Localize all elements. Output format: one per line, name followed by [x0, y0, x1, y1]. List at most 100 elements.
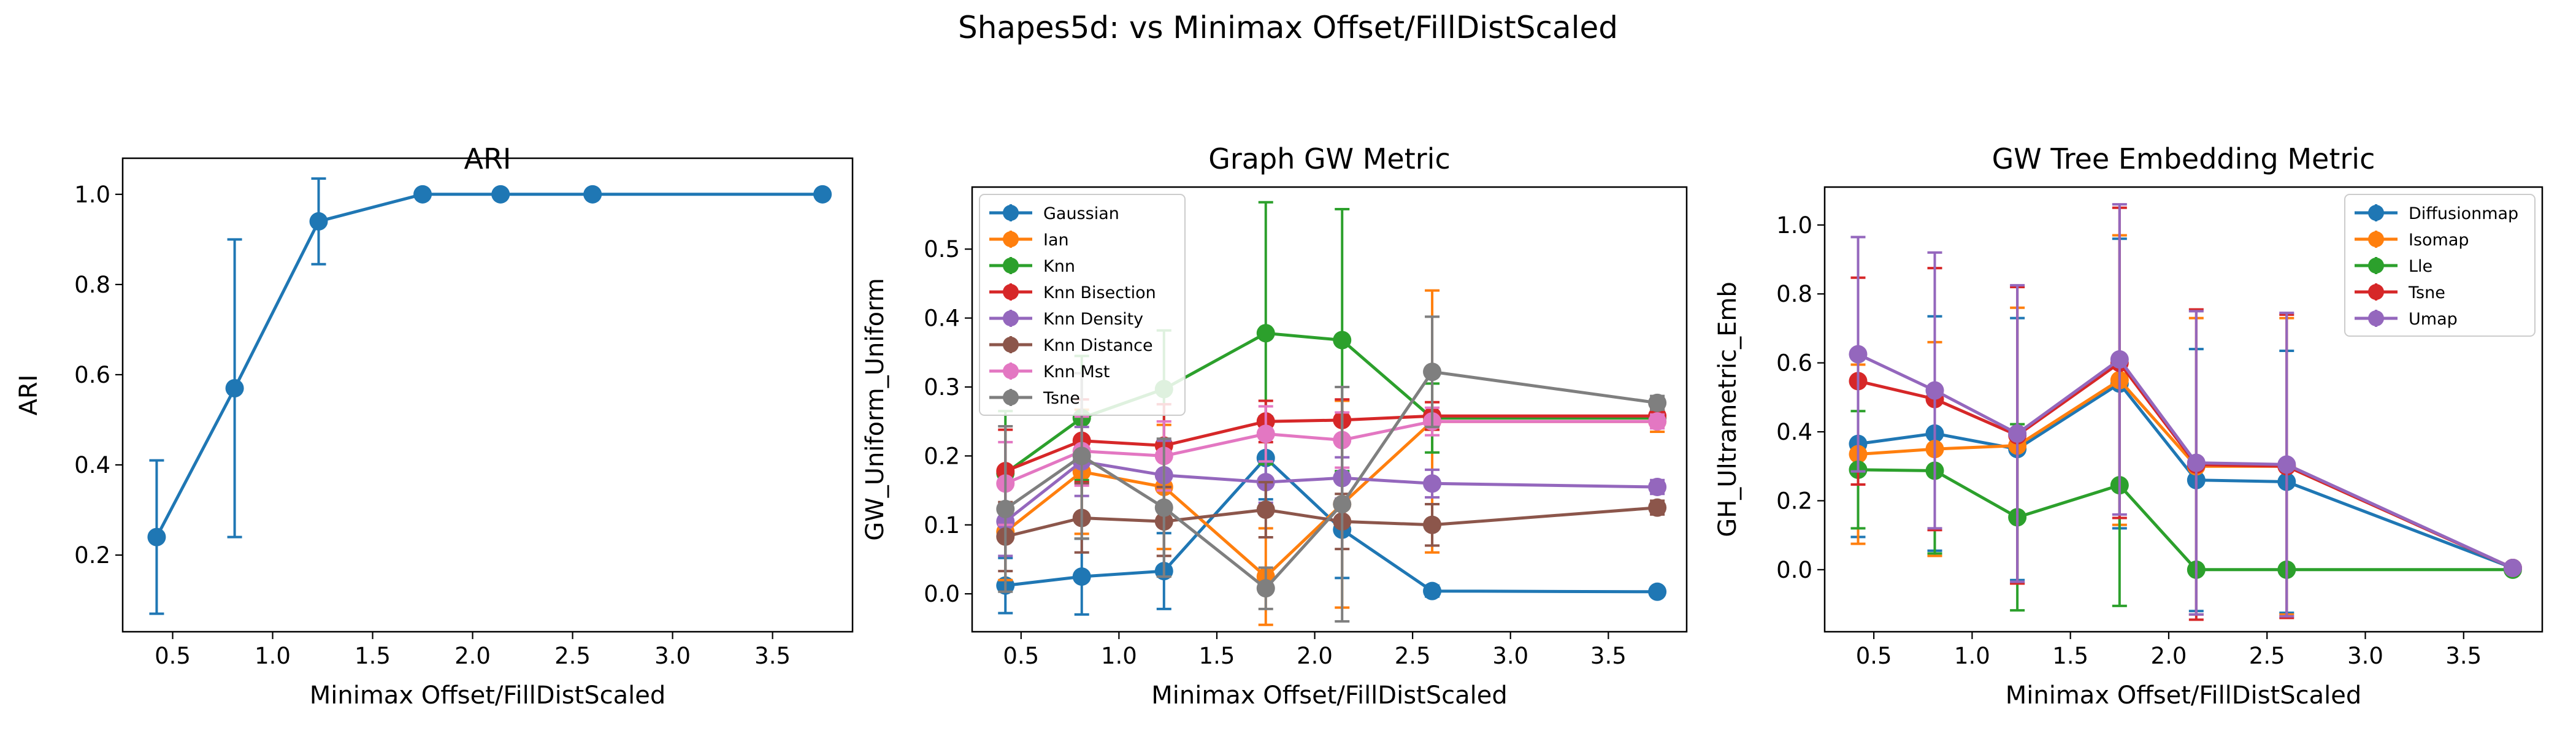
series-line — [1005, 506, 1658, 539]
data-point — [2503, 559, 2522, 578]
legend-label: Tsne — [1043, 389, 1080, 408]
series-lle — [1849, 363, 2522, 612]
legend-swatch-marker — [2368, 258, 2384, 274]
legend-swatch-marker — [1003, 310, 1019, 326]
y-tick-label: 0.5 — [924, 236, 960, 263]
x-axis-label: Minimax Offset/FillDistScaled — [2006, 681, 2362, 710]
y-tick-label: 1.0 — [74, 182, 110, 208]
data-point — [1648, 498, 1667, 517]
data-point — [813, 185, 832, 204]
data-point — [1648, 582, 1667, 601]
data-point — [1423, 581, 1442, 600]
x-axis-label: Minimax Offset/FillDistScaled — [1151, 681, 1508, 710]
legend-label: Umap — [2409, 310, 2458, 329]
x-tick-label: 3.0 — [1492, 643, 1528, 669]
x-tick-label: 2.0 — [1297, 643, 1333, 669]
panel-3: GW Tree Embedding Metric 0.5 1.0 1.5 2.0 2.5 3… — [1714, 142, 2543, 710]
series-line — [1858, 468, 2513, 572]
x-tick-label: 3.0 — [654, 643, 691, 669]
series-line — [1004, 420, 1658, 579]
data-point — [1648, 393, 1667, 412]
legend-label: Knn Bisection — [1043, 283, 1156, 302]
series-line — [1857, 353, 2513, 570]
legend-swatch-marker — [2368, 310, 2384, 326]
data-point — [225, 378, 244, 397]
series-line — [1858, 381, 2513, 570]
legend-label: Diffusionmap — [2409, 204, 2518, 223]
x-tick-label: 1.0 — [1954, 643, 1990, 669]
y-tick-label: 0.4 — [924, 305, 960, 332]
x-tick-label: 0.5 — [1856, 643, 1892, 669]
data-point — [1648, 477, 1667, 496]
data-point — [309, 212, 328, 231]
data-point — [1072, 447, 1091, 466]
y-tick-label: 1.0 — [1776, 212, 1812, 239]
data-point — [1423, 362, 1442, 381]
x-tick-label: 1.0 — [255, 643, 291, 669]
y-axis-label: GW_Uniform_Uniform — [861, 278, 889, 541]
data-point — [2187, 453, 2206, 472]
figure-title: Shapes5d: vs Minimax Offset/FillDistScal… — [958, 10, 1618, 45]
y-tick-label: 0.2 — [74, 542, 110, 569]
data-point — [1256, 424, 1275, 443]
legend-swatch-marker — [1003, 231, 1019, 247]
data-point — [1925, 381, 1944, 400]
x-tick-label: 0.5 — [1003, 643, 1039, 669]
data-point — [2008, 424, 2027, 443]
y-tick-label: 0.2 — [924, 443, 960, 469]
series-knn-bisection — [996, 398, 1667, 514]
data-point — [1256, 579, 1275, 598]
data-point — [1849, 345, 1868, 364]
y-tick-label: 0.0 — [1776, 557, 1812, 583]
y-tick-label: 0.4 — [74, 452, 110, 478]
x-tick-label: 2.0 — [2151, 643, 2187, 669]
panel-title: GW Tree Embedding Metric — [1992, 142, 2375, 175]
data-point — [1256, 324, 1275, 343]
x-tick-label: 1.5 — [1199, 643, 1235, 669]
legend-box — [979, 194, 1186, 416]
legend-swatch-marker — [2368, 231, 2384, 247]
x-tick-label: 1.0 — [1101, 643, 1137, 669]
legend-swatch-marker — [1003, 284, 1019, 300]
x-tick-label: 3.0 — [2347, 643, 2383, 669]
data-point — [147, 527, 166, 546]
x-tick-label: 1.5 — [2052, 643, 2088, 669]
legend-swatch-marker — [1003, 363, 1019, 379]
y-tick-label: 0.0 — [924, 581, 960, 607]
x-tick-label: 1.5 — [355, 643, 391, 669]
legend: Gaussian Ian Knn Knn Bisection Knn Density Kn… — [979, 194, 1186, 416]
series-1 — [147, 177, 832, 615]
legend-swatch-marker — [1003, 258, 1019, 274]
x-tick-label: 3.5 — [754, 643, 791, 669]
data-point — [1256, 500, 1275, 519]
legend-label: Tsne — [2408, 283, 2445, 302]
data-point — [413, 185, 432, 204]
y-tick-label: 0.6 — [74, 362, 110, 388]
data-point — [1333, 495, 1352, 514]
x-tick-label: 2.5 — [1395, 643, 1431, 669]
legend-swatch-marker — [1003, 337, 1019, 353]
data-point — [996, 499, 1015, 518]
axes-frame — [971, 186, 1688, 633]
data-point — [1423, 474, 1442, 493]
legend-swatch-marker — [2368, 205, 2384, 221]
x-tick-label: 2.5 — [554, 643, 591, 669]
legend-swatch-marker — [1003, 205, 1019, 221]
data-point — [1154, 498, 1173, 517]
series-knn-density — [996, 426, 1667, 558]
legend-label: Isomap — [2409, 231, 2469, 250]
legend-swatch-marker — [2368, 284, 2384, 300]
panel-1: ARI 0.5 1.0 1.5 2.0 2.5 3.0 3.5 0.2 0.4 0.6 0.8 1.0 M… — [15, 142, 854, 710]
x-axis-label: Minimax Offset/FillDistScaled — [310, 681, 666, 710]
y-tick-label: 0.6 — [1776, 350, 1812, 377]
panels: ARI 0.5 1.0 1.5 2.0 2.5 3.0 3.5 0.2 0.4 0.6 0.8 1.0 M… — [15, 142, 2543, 710]
axes-frame — [1823, 186, 2543, 633]
data-point — [1072, 567, 1091, 586]
panel-title: Graph GW Metric — [1208, 142, 1450, 175]
data-point — [583, 185, 602, 204]
legend-label: Knn Density — [1043, 310, 1143, 329]
data-point — [1648, 412, 1667, 431]
legend-box — [2344, 194, 2536, 337]
data-point — [2110, 350, 2129, 369]
